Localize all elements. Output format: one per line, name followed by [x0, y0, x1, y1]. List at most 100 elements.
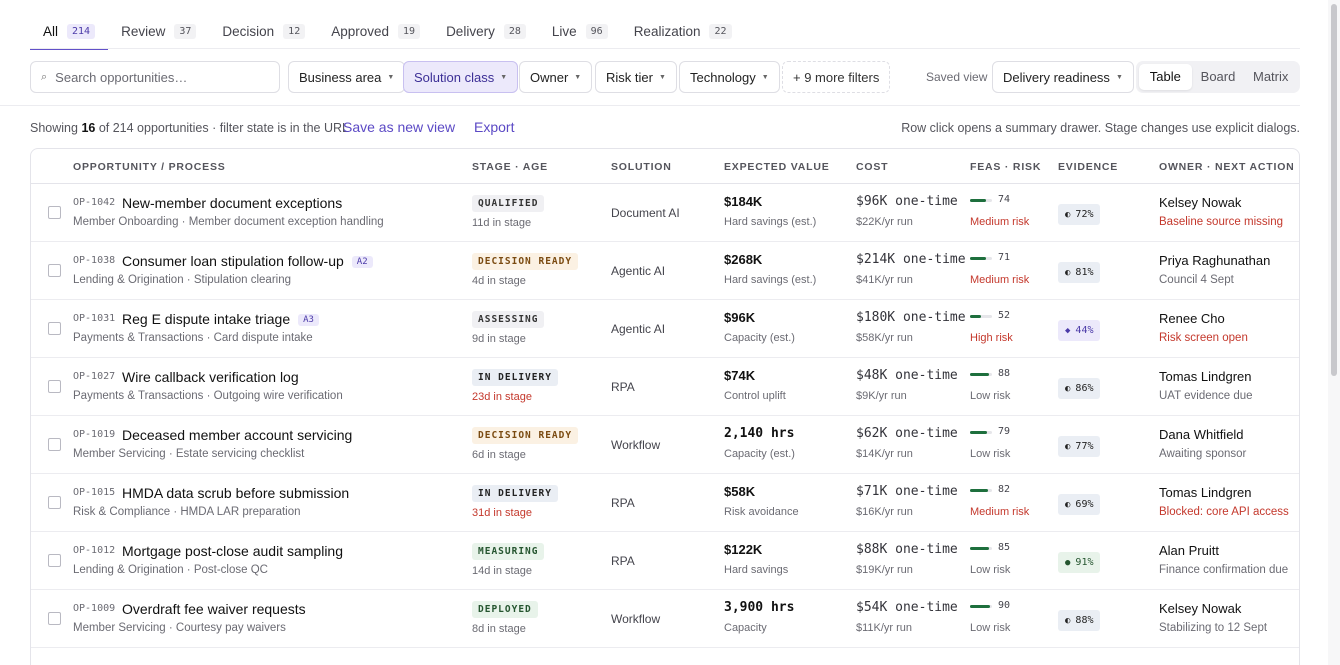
table-row[interactable]: OP-1038 Consumer loan stipulation follow-… [31, 242, 1299, 300]
tab-review[interactable]: Review 37 [108, 14, 209, 49]
solution-type: RPA [611, 380, 635, 394]
opportunity-process: Lending & Origination · Post-close QC [73, 564, 268, 576]
feasibility-bar [970, 431, 992, 434]
run-cost: $9K/yr run [856, 390, 907, 402]
solution-class-filter[interactable]: Solution class ▼ [403, 61, 519, 93]
table-row[interactable]: OP-1012 Mortgage post-close audit samplin… [31, 532, 1299, 590]
opportunity-title[interactable]: Reg E dispute intake triage A3 [122, 311, 319, 327]
column-stage[interactable]: STAGE · AGE [472, 161, 548, 173]
row-checkbox[interactable] [48, 264, 61, 277]
risk-level: Low risk [970, 622, 1011, 634]
owner-filter[interactable]: Owner ▼ [519, 61, 593, 93]
table-row[interactable]: OP-1019 Deceased member account servicing… [31, 416, 1299, 474]
page-scrollbar[interactable] [1328, 0, 1340, 665]
stage-age: 11d in stage [472, 217, 532, 229]
evidence-icon: ◐ [1065, 499, 1071, 510]
view-mode-table[interactable]: Table [1139, 64, 1192, 90]
opportunity-process: Member Onboarding · Member document exce… [73, 216, 384, 228]
table-row[interactable]: OP-1042 New-member document exceptions Mem… [31, 184, 1299, 242]
next-action: Council 4 Sept [1159, 274, 1234, 286]
table-row[interactable]: OP-1015 HMDA data scrub before submission… [31, 474, 1299, 532]
stage-badge: ASSESSING [472, 311, 545, 328]
stage-age: 23d in stage [472, 391, 532, 403]
column-owner[interactable]: OWNER · NEXT ACTION [1159, 161, 1295, 173]
opportunity-title[interactable]: Consumer loan stipulation follow-up A2 [122, 253, 373, 269]
column-expected-value[interactable]: EXPECTED VALUE [724, 161, 830, 173]
search-box[interactable]: ⌕ [30, 61, 280, 93]
table-row[interactable]: OP-1027 Wire callback verification log Pay… [31, 358, 1299, 416]
view-mode-switcher: Table Board Matrix [1136, 61, 1300, 93]
one-time-cost: $62K one-time [856, 426, 958, 441]
export-button[interactable]: Export [474, 119, 515, 135]
tab-count-badge: 37 [174, 24, 197, 39]
table-row[interactable]: OP-1009 Overdraft fee waiver requests Memb… [31, 590, 1299, 648]
tab-live[interactable]: Live 96 [539, 14, 621, 49]
tab-label: Review [121, 24, 166, 39]
solution-type: RPA [611, 496, 635, 510]
expected-value: $268K [724, 252, 763, 267]
tab-all[interactable]: All 214 [30, 14, 109, 50]
row-checkbox[interactable] [48, 206, 61, 219]
expected-value: $74K [724, 368, 756, 383]
risk-level: High risk [970, 332, 1013, 344]
opportunity-title[interactable]: New-member document exceptions [122, 195, 342, 211]
view-mode-matrix[interactable]: Matrix [1252, 69, 1289, 84]
column-evidence[interactable]: EVIDENCE [1058, 161, 1119, 173]
column-opportunity[interactable]: OPPORTUNITY / PROCESS [73, 161, 226, 173]
run-cost: $58K/yr run [856, 332, 913, 344]
more-filters-button[interactable]: + 9 more filters [782, 61, 891, 93]
saved-view-select[interactable]: Delivery readiness ▼ [992, 61, 1134, 93]
business-area-filter[interactable]: Business area ▼ [288, 61, 406, 93]
evidence-badge: ◐ 81% [1058, 262, 1101, 283]
row-checkbox[interactable] [48, 554, 61, 567]
feasibility-score: 88 [998, 368, 1011, 379]
solution-type: Agentic AI [611, 322, 666, 336]
tab-decision[interactable]: Decision 12 [209, 14, 318, 49]
owner-name: Renee Cho [1159, 311, 1225, 326]
tab-delivery[interactable]: Delivery 28 [433, 14, 539, 49]
column-feas-risk[interactable]: FEAS · RISK [970, 161, 1042, 173]
technology-filter-label: Technology [690, 69, 756, 85]
risk-level: Low risk [970, 390, 1011, 402]
table-row[interactable]: OP-1031 Reg E dispute intake triage A3 Paym… [31, 300, 1299, 358]
opportunity-title[interactable]: Overdraft fee waiver requests [122, 601, 306, 617]
feasibility-score: 82 [998, 484, 1011, 495]
view-mode-board[interactable]: Board [1200, 69, 1236, 84]
row-checkbox[interactable] [48, 612, 61, 625]
column-cost[interactable]: COST [856, 161, 889, 173]
save-as-new-view-button[interactable]: Save as new view [343, 119, 456, 135]
evidence-badge: ◐ 88% [1058, 610, 1101, 631]
opportunity-title-text: New-member document exceptions [122, 195, 343, 211]
tab-realization[interactable]: Realization 22 [621, 14, 745, 49]
stage-badge: QUALIFIED [472, 195, 545, 212]
run-cost: $19K/yr run [856, 564, 913, 576]
row-checkbox[interactable] [48, 438, 61, 451]
expected-value: $96K [724, 310, 756, 325]
opportunity-title[interactable]: HMDA data scrub before submission [122, 485, 349, 501]
row-checkbox[interactable] [48, 322, 61, 335]
business-area-filter-label: Business area [299, 69, 382, 85]
opportunity-title-text: HMDA data scrub before submission [122, 485, 350, 501]
evidence-percent: 77% [1075, 441, 1094, 452]
tab-count-badge: 96 [585, 24, 608, 39]
column-solution[interactable]: SOLUTION [611, 161, 672, 173]
summary-rest: of 214 opportunities · filter state is i… [98, 121, 349, 135]
evidence-badge: ● 91% [1058, 552, 1101, 573]
opportunity-title[interactable]: Wire callback verification log [122, 369, 299, 385]
row-checkbox[interactable] [48, 496, 61, 509]
opportunity-title[interactable]: Deceased member account servicing [122, 427, 352, 443]
row-checkbox[interactable] [48, 380, 61, 393]
tab-approved[interactable]: Approved 19 [318, 14, 433, 49]
technology-filter[interactable]: Technology ▼ [679, 61, 780, 93]
scrollbar-thumb[interactable] [1331, 4, 1337, 376]
chevron-down-icon: ▼ [658, 73, 666, 81]
evidence-percent: 86% [1075, 383, 1094, 394]
feasibility-bar [970, 373, 992, 376]
risk-level: Medium risk [970, 274, 1030, 286]
value-type: Capacity (est.) [724, 448, 795, 460]
solution-class-filter-label: Solution class [414, 69, 495, 85]
search-input[interactable] [55, 69, 256, 85]
risk-tier-filter[interactable]: Risk tier ▼ [595, 61, 677, 93]
opportunity-title-text: Mortgage post-close audit sampling [122, 543, 344, 559]
opportunity-title[interactable]: Mortgage post-close audit sampling [122, 543, 343, 559]
